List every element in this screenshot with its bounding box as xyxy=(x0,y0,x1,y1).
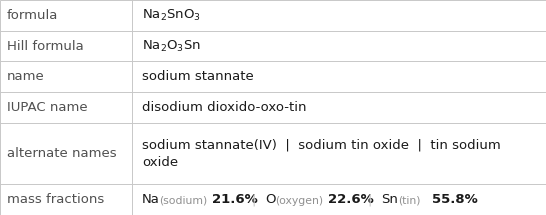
Text: |: | xyxy=(367,193,372,206)
Text: formula: formula xyxy=(7,9,58,22)
Text: Na$_2$O$_3$Sn: Na$_2$O$_3$Sn xyxy=(142,38,201,54)
Text: mass fractions: mass fractions xyxy=(7,193,104,206)
Text: Na: Na xyxy=(142,193,160,206)
Text: |: | xyxy=(252,193,256,206)
Text: 55.8%: 55.8% xyxy=(432,193,478,206)
Text: IUPAC name: IUPAC name xyxy=(7,101,87,114)
Text: Sn: Sn xyxy=(381,193,398,206)
Text: 21.6%: 21.6% xyxy=(212,193,258,206)
Text: sodium stannate(IV)  |  sodium tin oxide  |  tin sodium: sodium stannate(IV) | sodium tin oxide |… xyxy=(142,139,501,152)
Text: Hill formula: Hill formula xyxy=(7,40,84,53)
Text: name: name xyxy=(7,70,44,83)
Text: 22.6%: 22.6% xyxy=(328,193,373,206)
Text: O: O xyxy=(265,193,276,206)
Text: (sodium): (sodium) xyxy=(159,196,207,206)
Text: alternate names: alternate names xyxy=(7,147,116,160)
Text: Na$_2$SnO$_3$: Na$_2$SnO$_3$ xyxy=(142,8,201,23)
Text: oxide: oxide xyxy=(142,155,178,169)
Text: (oxygen): (oxygen) xyxy=(275,196,323,206)
Text: sodium stannate: sodium stannate xyxy=(142,70,254,83)
Text: (tin): (tin) xyxy=(398,196,421,206)
Text: disodium dioxido-oxo-tin: disodium dioxido-oxo-tin xyxy=(142,101,306,114)
